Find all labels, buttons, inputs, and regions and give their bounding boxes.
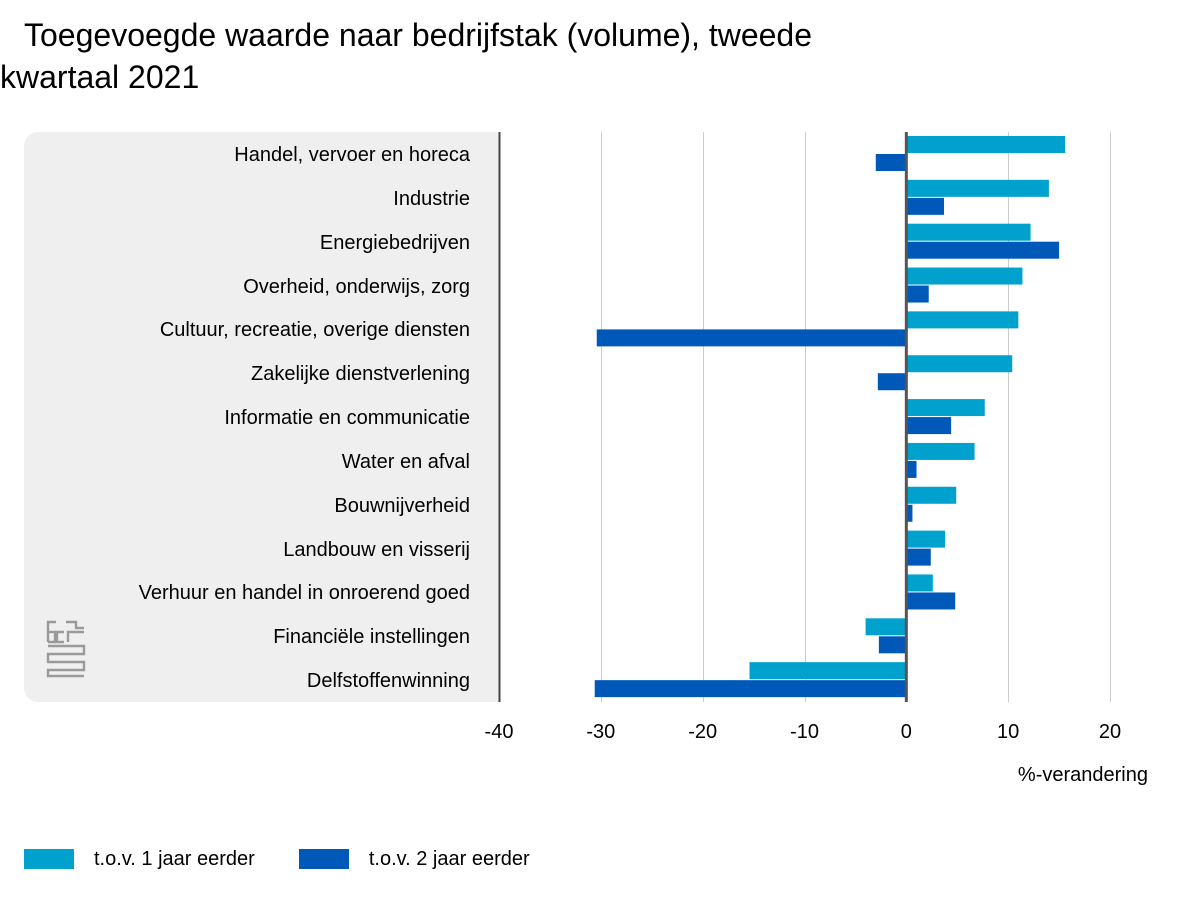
legend: t.o.v. 1 jaar eerder t.o.v. 2 jaar eerde… xyxy=(24,845,574,873)
bar-1-11 xyxy=(906,574,933,592)
cbs-logo-icon xyxy=(46,620,86,678)
category-label-7: Informatie en communicatie xyxy=(224,407,470,430)
category-label-13: Delfstoffenwinning xyxy=(306,670,470,693)
bar-1-5 xyxy=(906,311,1019,329)
bar-1-9 xyxy=(906,486,957,504)
bar-1-3 xyxy=(906,223,1031,241)
legend-item-series-1: t.o.v. 1 jaar eerder xyxy=(24,847,255,871)
category-label-1: Handel, vervoer en horeca xyxy=(234,144,470,166)
bar-2-1 xyxy=(875,154,907,171)
bar-1-6 xyxy=(906,355,1013,373)
chart-title: Toegevoegde waarde naar bedrijfstak (vol… xyxy=(0,17,813,95)
bar-2-7 xyxy=(906,417,952,435)
bar-2-11 xyxy=(906,592,956,610)
category-label-9: Bouwnijverheid xyxy=(334,494,470,517)
bar-2-9 xyxy=(906,504,913,522)
bar-2-4 xyxy=(906,285,929,303)
bar-2-12 xyxy=(878,636,907,654)
category-label-10: Landbouw en visserij xyxy=(283,538,470,561)
bar-2-8 xyxy=(906,460,917,478)
legend-item-series-2: t.o.v. 2 jaar eerder xyxy=(298,847,530,871)
x-axis-label: %-verandering xyxy=(1017,764,1148,786)
legend-label-series-1: t.o.v. 1 jaar eerder xyxy=(94,848,255,870)
x-tick-label-4: -10 xyxy=(790,721,819,743)
category-label-3: Energiebedrijven xyxy=(319,231,470,254)
category-label-4: Overheid, onderwijs, zorg xyxy=(243,275,470,298)
x-tick-label-7: 20 xyxy=(1098,721,1122,743)
bar-1-13 xyxy=(749,662,907,680)
category-label-5: Cultuur, recreatie, overige diensten xyxy=(159,319,470,342)
category-label-2: Industrie xyxy=(393,187,470,210)
bar-2-10 xyxy=(906,548,931,566)
legend-label-series-2: t.o.v. 2 jaar eerder xyxy=(368,848,530,870)
bar-2-5 xyxy=(596,329,907,347)
bar-2-2 xyxy=(906,197,945,215)
bar-1-1 xyxy=(906,136,1066,153)
bar-1-4 xyxy=(906,267,1023,285)
category-label-6: Zakelijke dienstverlening xyxy=(250,363,470,386)
bar-2-6 xyxy=(877,373,907,391)
legend-swatch-series-2 xyxy=(298,849,349,869)
x-tick-label-5: 0 xyxy=(900,721,912,743)
bar-1-10 xyxy=(906,530,946,548)
category-label-11: Verhuur en handel in onroerend goed xyxy=(138,582,470,605)
bar-1-2 xyxy=(906,179,1049,197)
category-label-panel xyxy=(24,132,500,702)
category-label-12: Financiële instellingen xyxy=(273,626,470,649)
legend-swatch-series-1 xyxy=(24,849,74,869)
bar-1-8 xyxy=(906,442,975,460)
category-label-8: Water en afval xyxy=(341,450,470,473)
bar-1-12 xyxy=(865,618,907,636)
bar-1-7 xyxy=(906,399,985,417)
bar-2-13 xyxy=(594,680,907,698)
x-tick-label-3: -20 xyxy=(688,721,718,743)
x-tick-label-2: -30 xyxy=(586,721,616,743)
x-tick-label-6: 10 xyxy=(997,721,1020,743)
bar-2-3 xyxy=(906,241,1060,259)
x-tick-label-1: -40 xyxy=(484,721,514,743)
